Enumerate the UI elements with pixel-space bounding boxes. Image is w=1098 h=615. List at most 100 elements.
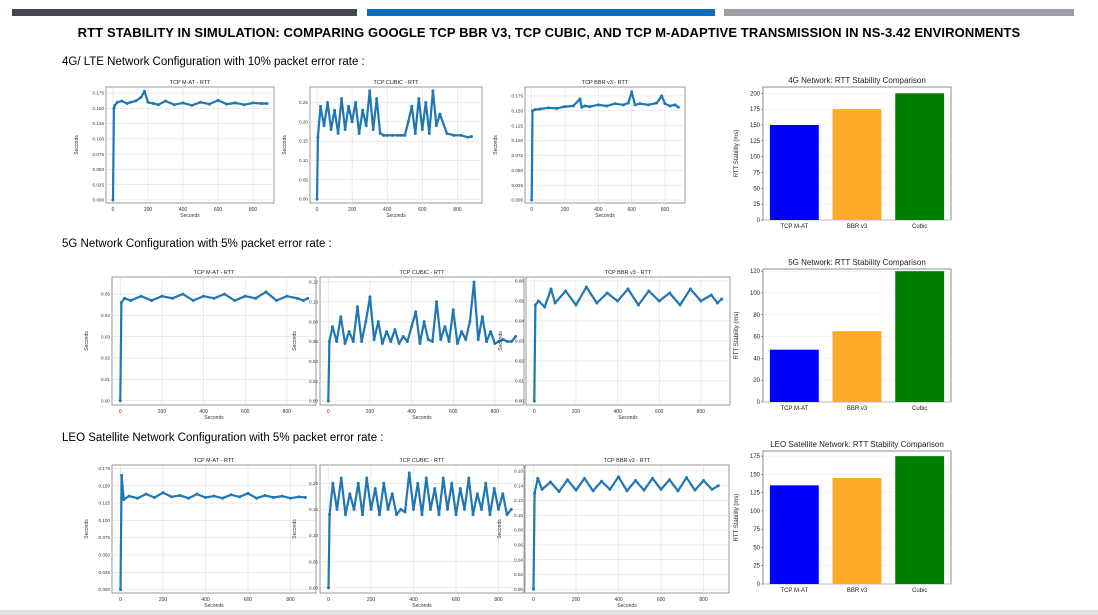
x-tick-label: 600 [655,409,664,415]
rtt-data-point [348,492,352,496]
y-tick-label: 100 [750,509,761,515]
y-tick-label: 0.08 [514,528,523,533]
section-label-4g: 4G/ LTE Network Configuration with 10% p… [62,56,365,68]
rtt-data-point [139,294,143,298]
y-tick-label: 0.10 [299,158,308,163]
x-tick-label: 200 [561,207,570,213]
slide-title: RTT STABILITY IN SIMULATION: COMPARING G… [77,25,1021,40]
y-axis-label: Seconds [74,135,80,155]
rtt-data-point [471,513,475,517]
y-tick-label: 0.12 [309,280,318,285]
rtt-data-point [120,473,124,477]
rtt-data-point [139,95,143,99]
rtt-data-point [115,100,119,104]
y-tick-label: 75 [753,171,760,177]
rtt-data-point [207,102,211,106]
chart-leo-tcp-mat-rtt: 0 200 400 600 800 0.000 0.025 0.050 0.075 0.100 0.… [82,453,322,615]
rtt-data-point [417,97,421,101]
plot-area [524,86,686,204]
rtt-data-point [361,513,364,517]
y-tick-label: 0.050 [93,167,105,172]
rtt-data-point [608,487,612,491]
rtt-data-point [113,103,117,107]
x-axis-label: Seconds [204,415,224,421]
rtt-data-point [452,133,456,137]
rtt-data-point [720,297,724,301]
rtt-data-point [129,100,132,104]
rtt-data-point [181,292,185,296]
y-tick-label: 0.075 [512,153,524,158]
y-tick-label: 0.150 [512,108,524,113]
chart-4g-bar-comparison: 0 25 50 75 100 125 150 175 200 TCP M-AT BBR v3 Cubi… [727,73,957,238]
rtt-data-point [225,102,229,106]
rtt-data-point [390,133,394,137]
y-tick-label: 0.050 [512,168,524,173]
section-label-5g: 5G Network Configuration with 5% packet … [62,238,332,250]
y-tick-label: 0.150 [99,483,111,488]
y-tick-label: 0.125 [512,123,524,128]
rtt-data-point [295,296,299,300]
rtt-data-point [199,100,202,104]
plot-area [524,464,730,594]
y-tick-label: 0.00 [299,197,308,202]
rtt-data-point [584,285,588,289]
y-tick-label: 0.100 [93,136,105,141]
y-tick-label: 0.05 [101,292,110,297]
rtt-data-point [405,339,409,343]
x-tick-label: 0 [533,409,536,415]
rtt-data-point [447,339,451,343]
rtt-data-point [616,299,620,303]
rtt-data-point [401,335,405,339]
x-tick-label: 0 [530,207,533,213]
rtt-data-point [378,131,382,135]
rtt-data-point [418,341,422,345]
chart-title: TCP M-AT - RTT [194,270,235,276]
rtt-data-point [272,496,275,500]
rtt-data-point [676,105,680,109]
rtt-data-point [343,341,347,345]
rtt-data-point [151,101,155,105]
x-tick-label: 800 [697,409,706,415]
y-axis-label: RTT Stability (ms) [734,494,740,542]
rtt-data-point [505,339,509,343]
rtt-data-point [626,101,630,105]
y-tick-label: 0.01 [515,379,524,384]
header-strip-gray [724,9,1074,16]
y-axis-label: Seconds [84,331,90,351]
x-tick-label: 400 [383,207,392,213]
rtt-data-point [638,102,642,106]
chart-5g-tcp-bbr-rtt: 0 200 400 600 800 0.00 0.01 0.02 0.03 0.04 0.05 0.0… [496,265,736,427]
y-tick-label: 0.04 [309,359,318,364]
rtt-data-point [578,97,582,101]
chart-title: TCP M-AT - RTT [194,458,235,464]
rtt-data-point [350,120,354,124]
rtt-data-point [480,507,483,511]
y-tick-label: 0.000 [99,587,111,592]
rtt-data-point [229,493,233,497]
rtt-data-point [489,330,493,334]
rtt-data-point [264,290,268,294]
rtt-data-point [118,399,122,403]
rtt-data-point [450,481,454,485]
rtt-data-point [422,320,426,324]
y-tick-label: 0.075 [99,535,111,540]
rtt-data-point [316,135,320,139]
rtt-data-point [280,494,284,498]
rtt-data-point [221,496,224,500]
rtt-data-point [540,487,544,491]
rtt-data-point [407,471,411,475]
rtt-data-point [538,107,542,111]
rtt-data-point [600,479,603,483]
rtt-data-point [399,133,403,137]
rtt-data-point [260,101,264,105]
rtt-data-point [361,108,365,112]
y-tick-label: 20 [753,378,760,384]
y-tick-label: 125 [750,491,761,497]
rtt-data-point [222,292,226,296]
rtt-data-point [380,341,384,345]
rtt-data-point [263,493,267,497]
y-tick-label: 0.175 [99,466,111,471]
x-category-label: Cubic [912,406,927,412]
rtt-data-point [397,341,401,345]
rtt-data-point [469,134,473,138]
